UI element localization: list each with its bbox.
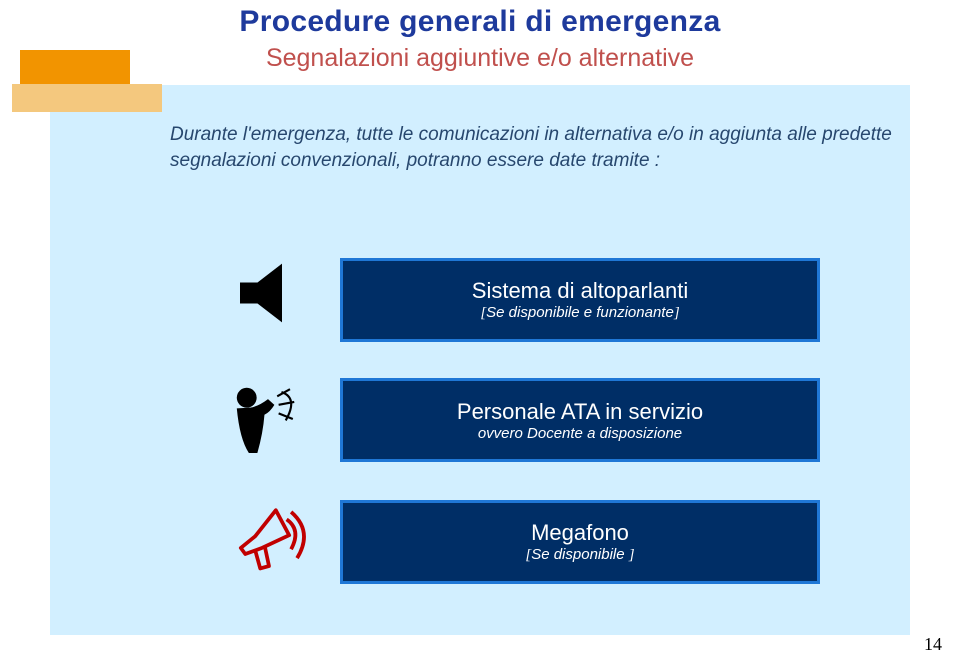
box-personale-ata: Personale ATA in servizio ovvero Docente…	[340, 378, 820, 462]
box-subtitle: [Se disponibile e funzionante]	[480, 304, 679, 322]
intro-paragraph: Durante l'emergenza, tutte le comunicazi…	[170, 122, 910, 173]
box-altoparlanti: Sistema di altoparlanti [Se disponibile …	[340, 258, 820, 342]
box-megafono: Megafono [Se disponibile ]	[340, 500, 820, 584]
box-title: Personale ATA in servizio	[457, 399, 703, 425]
page-number: 14	[924, 634, 942, 655]
box-subtitle: [Se disponibile ]	[525, 546, 634, 564]
box-subtitle: ovvero Docente a disposizione	[478, 425, 682, 442]
box-title: Megafono	[531, 520, 629, 546]
box-subtitle-text: Se disponibile	[531, 546, 629, 563]
slide: Procedure generali di emergenza Segnalaz…	[0, 0, 960, 669]
speaker-icon	[225, 258, 310, 328]
page-title: Procedure generali di emergenza	[0, 5, 960, 39]
page-subtitle: Segnalazioni aggiuntive e/o alternative	[0, 44, 960, 73]
box-subtitle-text: Se disponibile e funzionante	[486, 304, 674, 321]
accent-block-light-orange	[12, 84, 162, 112]
person-shout-icon	[225, 378, 310, 460]
megaphone-icon	[225, 500, 310, 582]
box-title: Sistema di altoparlanti	[472, 278, 688, 304]
